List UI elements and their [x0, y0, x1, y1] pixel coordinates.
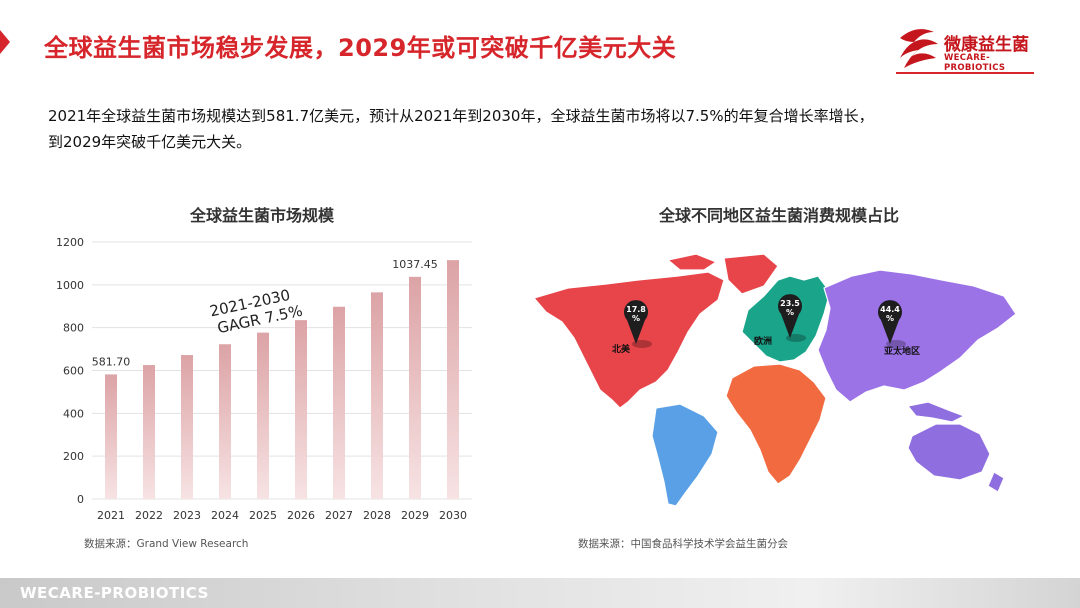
map-region-asia-pacific	[817, 269, 1017, 403]
y-tick-label: 400	[63, 407, 84, 420]
bar-2023	[181, 355, 193, 499]
bar-2027	[333, 306, 345, 499]
page-title: 全球益生菌市场稳步发展，2029年或可突破千亿美元大关	[44, 34, 677, 62]
bar-2022	[143, 365, 155, 499]
map-pin-亚太地区: 44.4% 亚太地区	[878, 300, 920, 357]
logo-mark-icon	[900, 29, 938, 68]
pin-marker	[624, 300, 648, 344]
bar-2026	[295, 320, 307, 499]
bar-2025	[257, 332, 269, 499]
map-chart-title: 全球不同地区益生菌消费规模占比	[659, 206, 900, 225]
x-tick-label: 2029	[401, 509, 429, 522]
pin-unit: %	[632, 314, 640, 323]
pin-value: 44.4	[880, 305, 900, 314]
y-tick-label: 1200	[56, 236, 84, 249]
x-tick-label: 2028	[363, 509, 391, 522]
map-pins: 17.8% 北美 23.5% 欧洲 44.4% 亚太地区	[612, 294, 920, 357]
pin-shadow	[786, 334, 806, 342]
logo-name-cn: 微康益生菌	[944, 35, 1029, 55]
pin-value: 17.8	[626, 305, 646, 314]
bar-chart: 0 200 400 600 800 1000 1200 2021 581.70 2022 2023 2…	[56, 236, 472, 522]
y-tick-label: 600	[63, 365, 84, 378]
x-tick-label: 2027	[325, 509, 353, 522]
x-tick-label: 2023	[173, 509, 201, 522]
bar-data-label: 581.70	[92, 355, 131, 368]
x-tick-label: 2025	[249, 509, 277, 522]
bar-chart-source: 数据来源：Grand View Research	[84, 538, 249, 550]
region-label: 欧洲	[754, 335, 772, 347]
bar-data-label: 1037.45	[392, 258, 438, 271]
x-tick-label: 2024	[211, 509, 239, 522]
pin-shadow	[632, 340, 652, 348]
intro-line-2: 到2029年突破千亿美元大关。	[48, 133, 252, 151]
map-region-south-america	[651, 403, 719, 507]
world-map: 17.8% 北美 23.5% 欧洲 44.4% 亚太地区	[532, 253, 1017, 507]
region-label: 北美	[612, 343, 631, 355]
map-region-north-america	[532, 253, 725, 409]
footer-bar: WECARE-PROBIOTICS	[0, 578, 1080, 608]
footer-brand: WECARE-PROBIOTICS	[20, 584, 209, 602]
x-tick-label: 2030	[439, 509, 467, 522]
map-chart-source: 数据来源：中国食品科学技术学会益生菌分会	[578, 538, 788, 550]
pin-shadow	[886, 340, 906, 348]
pin-unit: %	[886, 314, 894, 323]
map-region-se-asia	[906, 401, 966, 423]
bar-2029	[409, 276, 421, 499]
map-region-africa	[725, 363, 827, 485]
bar-2024	[219, 344, 231, 499]
bar-2028	[371, 292, 383, 499]
y-tick-label: 1000	[56, 279, 84, 292]
map-region-oceania	[907, 423, 1005, 493]
logo-name-en: WECARE-PROBIOTICS	[944, 53, 1006, 73]
brand-logo: 微康益生菌 WECARE-PROBIOTICS	[896, 22, 1046, 76]
pin-marker	[778, 294, 802, 338]
pin-value: 23.5	[780, 299, 800, 308]
bar-chart-title: 全球益生菌市场规模	[190, 206, 335, 225]
bar-2030	[447, 260, 459, 499]
map-pin-北美: 17.8% 北美	[612, 300, 652, 355]
x-tick-label: 2021	[97, 509, 125, 522]
x-tick-label: 2022	[135, 509, 163, 522]
intro-paragraph: 2021年全球益生菌市场规模达到581.7亿美元，预计从2021年到2030年，…	[48, 103, 1038, 155]
pin-unit: %	[786, 308, 794, 317]
y-tick-label: 800	[63, 322, 84, 335]
region-label: 亚太地区	[884, 345, 920, 357]
x-tick-label: 2026	[287, 509, 315, 522]
y-tick-label: 200	[63, 450, 84, 463]
bar-2021	[105, 374, 117, 499]
map-pin-欧洲: 23.5% 欧洲	[754, 294, 806, 347]
intro-line-1: 2021年全球益生菌市场规模达到581.7亿美元，预计从2021年到2030年，…	[48, 107, 874, 125]
map-region-greenland	[723, 253, 779, 295]
y-tick-label: 0	[77, 493, 84, 506]
title-accent-arrow	[0, 30, 10, 54]
logo-underline	[896, 72, 1034, 74]
pin-marker	[878, 300, 902, 344]
